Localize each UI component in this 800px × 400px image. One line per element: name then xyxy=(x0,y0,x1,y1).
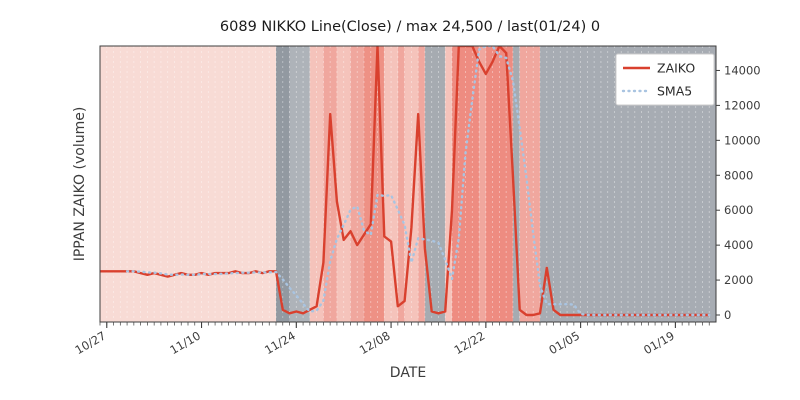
legend-zaiko-label: ZAIKO xyxy=(657,61,695,76)
x-axis-label: DATE xyxy=(390,365,426,381)
y-tick-label: 8000 xyxy=(724,168,753,182)
background-band xyxy=(309,46,324,322)
x-tick-label: 11/10 xyxy=(167,328,203,357)
plot-frame xyxy=(99,45,717,323)
background-band xyxy=(289,46,310,322)
legend-sma5-label: SMA5 xyxy=(657,84,692,99)
x-tick-label: 01/05 xyxy=(546,328,582,357)
background-band xyxy=(519,46,540,322)
x-tick-label: 12/22 xyxy=(452,328,488,357)
y-axis-label: IPPAN ZAIKO (volume) xyxy=(72,107,88,262)
chart-title: 6089 NIKKO Line(Close) / max 24,500 / la… xyxy=(220,19,600,35)
series-lines xyxy=(100,46,711,317)
y-tick-label: 6000 xyxy=(724,203,753,217)
background-band xyxy=(397,46,405,322)
background-band xyxy=(445,46,452,322)
legend: ZAIKO SMA5 xyxy=(615,53,715,106)
y-tick-label: 10000 xyxy=(724,133,761,147)
zaiko-line xyxy=(100,46,710,317)
y-tick-label: 12000 xyxy=(724,98,761,112)
plot-border xyxy=(99,45,717,323)
background-band xyxy=(276,46,290,322)
background-band xyxy=(350,46,364,322)
background-band xyxy=(336,46,351,322)
sma5-line xyxy=(125,46,711,317)
y-tick-label: 14000 xyxy=(724,63,761,77)
background-band xyxy=(512,46,520,322)
y-tick-label: 0 xyxy=(724,308,731,322)
x-tick-label: 01/19 xyxy=(641,328,677,357)
legend-box xyxy=(615,53,715,106)
x-tick-label: 12/08 xyxy=(357,328,393,357)
background-band xyxy=(479,46,486,322)
background-band xyxy=(424,46,446,322)
y-tick-label: 2000 xyxy=(724,273,753,287)
y-tick-label: 4000 xyxy=(724,238,753,252)
x-tick-label: 10/27 xyxy=(73,328,109,357)
x-tick-label: 11/24 xyxy=(262,328,298,357)
background-band xyxy=(384,46,398,322)
